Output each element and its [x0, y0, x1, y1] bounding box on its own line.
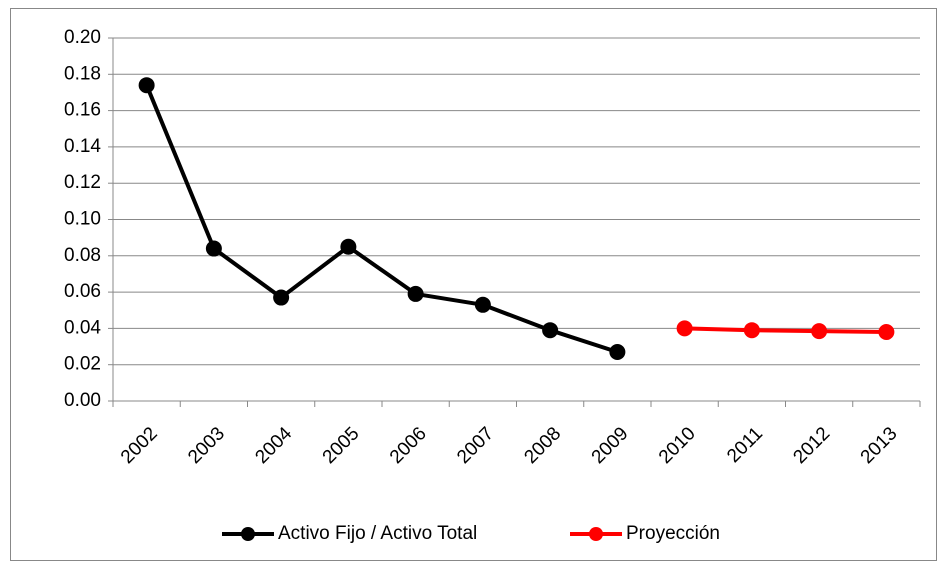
point: [609, 343, 626, 360]
y-tick-label: 0.14: [64, 136, 101, 157]
point: [340, 238, 357, 255]
y-tick-label: 0.16: [64, 100, 101, 121]
point: [743, 322, 760, 339]
y-tick-label: 0.06: [64, 281, 101, 302]
y-tick-label: 0.20: [64, 27, 101, 48]
legend-marker: [241, 527, 255, 541]
y-tick-label: 0.12: [64, 172, 101, 193]
legend-label: Activo Fijo / Activo Total: [278, 523, 477, 544]
legend-label: Proyección: [626, 523, 720, 544]
point: [205, 240, 222, 257]
point: [273, 289, 290, 306]
y-tick-label: 0.02: [64, 354, 101, 375]
y-tick-label: 0.10: [64, 209, 101, 230]
point: [811, 323, 828, 340]
point: [474, 296, 491, 313]
point: [138, 77, 155, 94]
point: [407, 285, 424, 302]
series-line: [144, 84, 618, 354]
legend-marker: [589, 527, 603, 541]
chart-border: [10, 8, 937, 561]
y-tick-label: 0.08: [64, 245, 101, 266]
point: [676, 320, 693, 337]
y-tick-label: 0.00: [64, 390, 101, 411]
point: [542, 322, 559, 339]
point: [878, 324, 895, 341]
y-tick-label: 0.04: [64, 317, 101, 338]
series-line: [684, 326, 887, 335]
y-tick-label: 0.18: [64, 63, 101, 84]
